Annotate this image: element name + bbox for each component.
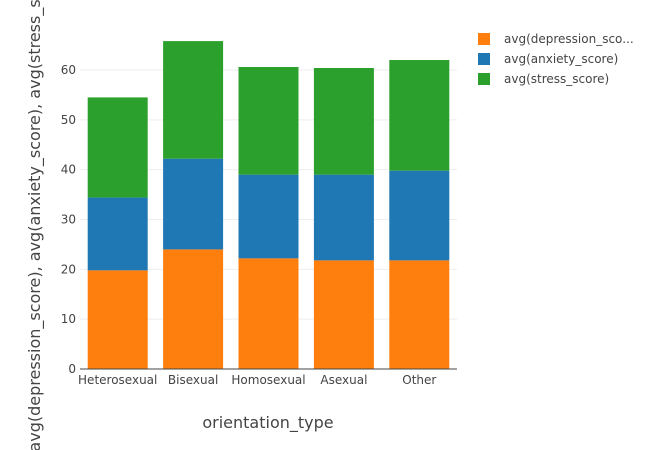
y-tick-label: 10	[61, 312, 76, 326]
bar-segment[interactable]	[238, 67, 299, 175]
x-tick-label: Other	[402, 373, 436, 387]
y-tick-label: 60	[61, 63, 76, 77]
x-axis-ticks: Heterosexual Bisexual Homosexual Asexual Oth…	[78, 373, 436, 387]
y-axis-ticks: 0 10 20 30 40 50 60	[61, 63, 76, 376]
legend-swatch	[478, 73, 490, 85]
legend-swatch	[478, 33, 490, 45]
y-tick-label: 30	[61, 213, 76, 227]
y-tick-label: 20	[61, 262, 76, 276]
x-tick-label: Bisexual	[168, 373, 218, 387]
bar-segment[interactable]	[313, 68, 374, 175]
x-axis-title: orientation_type	[202, 413, 333, 433]
bar-segment[interactable]	[389, 260, 450, 369]
bar-segment[interactable]	[163, 41, 224, 159]
legend-label: avg(anxiety_score)	[504, 52, 618, 66]
bar-segment[interactable]	[389, 60, 450, 171]
bar-segment[interactable]	[163, 158, 224, 250]
x-tick-label: Heterosexual	[78, 373, 157, 387]
bar-segment[interactable]	[238, 174, 299, 259]
legend-label: avg(depression_sco...	[504, 32, 634, 46]
bar-segment[interactable]	[87, 197, 148, 271]
legend-swatch	[478, 53, 490, 65]
bar-segment[interactable]	[87, 97, 148, 198]
x-tick-label: Asexual	[320, 373, 367, 387]
x-tick-label: Homosexual	[231, 373, 305, 387]
bar-segment[interactable]	[313, 174, 374, 261]
y-axis-title: avg(depression_score), avg(anxiety_score…	[25, 0, 45, 450]
bar-segment[interactable]	[238, 258, 299, 369]
bars	[87, 41, 450, 369]
bar-segment[interactable]	[87, 270, 148, 369]
y-tick-label: 0	[68, 362, 76, 376]
y-tick-label: 50	[61, 113, 76, 127]
y-tick-label: 40	[61, 163, 76, 177]
bar-segment[interactable]	[163, 249, 224, 369]
legend[interactable]: avg(depression_sco... avg(anxiety_score)a…	[478, 32, 634, 86]
bar-segment[interactable]	[389, 170, 450, 261]
bar-segment[interactable]	[313, 260, 374, 369]
legend-label: avg(stress_score)	[504, 72, 609, 86]
